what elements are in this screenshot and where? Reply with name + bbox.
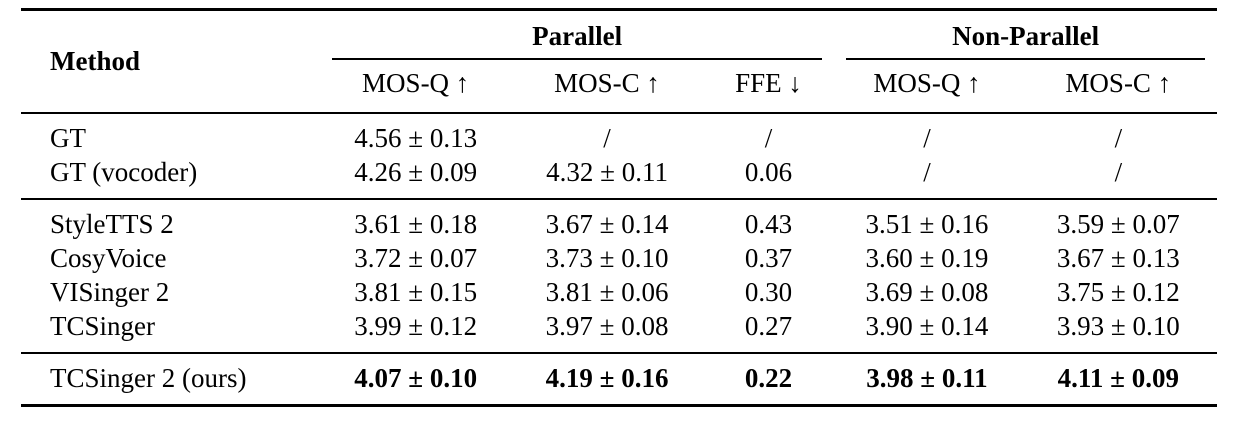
- table-header: Method Parallel Non-Parallel MOS-Q ↑ MOS…: [21, 10, 1217, 113]
- section-ground-truth: GT 4.56 ± 0.13 / / / / GT (vocoder) 4.26…: [21, 113, 1217, 199]
- table-row-tcsinger: TCSinger 3.99 ± 0.12 3.97 ± 0.08 0.27 3.…: [21, 309, 1217, 353]
- value-cell: 4.11 ± 0.09: [1057, 362, 1179, 393]
- subheader-row: MOS-Q ↑ MOS-C ↑ FFE ↓ MOS-Q ↑ MOS-C ↑: [21, 62, 1217, 113]
- value-cell: /: [923, 156, 931, 187]
- value-cell: 3.99 ± 0.12: [354, 310, 478, 341]
- parallel-cmidrule: [332, 58, 823, 60]
- value-cell: 3.51 ± 0.16: [865, 208, 989, 239]
- method-cell: CosyVoice: [50, 242, 167, 273]
- results-table: Method Parallel Non-Parallel MOS-Q ↑ MOS…: [21, 8, 1217, 407]
- method-cell: VISinger 2: [50, 276, 170, 307]
- method-cell: GT: [50, 122, 86, 153]
- value-cell: 3.69 ± 0.08: [865, 276, 989, 307]
- value-cell: 3.67 ± 0.13: [1056, 242, 1180, 273]
- method-cell: TCSinger 2 (ours): [50, 362, 247, 393]
- value-cell: 0.22: [744, 362, 793, 393]
- table-row-gt: GT 4.56 ± 0.13 / / / /: [21, 113, 1217, 155]
- value-cell: /: [1114, 122, 1123, 153]
- value-cell: 3.72 ± 0.07: [354, 242, 478, 273]
- table-row-visinger2: VISinger 2 3.81 ± 0.15 3.81 ± 0.06 0.30 …: [21, 275, 1217, 309]
- method-column-header: Method: [50, 46, 140, 77]
- method-cell: GT (vocoder): [50, 156, 198, 187]
- table-row-styletts2: StyleTTS 2 3.61 ± 0.18 3.67 ± 0.14 0.43 …: [21, 199, 1217, 241]
- section-baselines: StyleTTS 2 3.61 ± 0.18 3.67 ± 0.14 0.43 …: [21, 198, 1217, 353]
- value-cell: /: [764, 122, 773, 153]
- value-cell: 4.26 ± 0.09: [354, 156, 478, 187]
- value-cell: 3.67 ± 0.14: [545, 208, 669, 239]
- value-cell: 3.61 ± 0.18: [354, 208, 478, 239]
- value-cell: 4.32 ± 0.11: [546, 156, 668, 187]
- method-cell: TCSinger: [50, 310, 155, 341]
- value-cell: /: [603, 122, 611, 153]
- section-ours: TCSinger 2 (ours) 4.07 ± 0.10 4.19 ± 0.1…: [21, 352, 1217, 406]
- value-cell: 0.27: [744, 310, 793, 341]
- value-cell: 3.75 ± 0.12: [1056, 276, 1180, 307]
- table-row-gt-vocoder: GT (vocoder) 4.26 ± 0.09 4.32 ± 0.11 0.0…: [21, 155, 1217, 199]
- value-cell: 3.90 ± 0.14: [865, 310, 989, 341]
- value-cell: /: [1114, 156, 1123, 187]
- value-cell: 0.43: [744, 208, 793, 239]
- value-cell: 0.06: [744, 156, 793, 187]
- value-cell: 4.07 ± 0.10: [354, 362, 478, 393]
- method-cell: StyleTTS 2: [50, 208, 174, 239]
- table-row-tcsinger2-ours: TCSinger 2 (ours) 4.07 ± 0.10 4.19 ± 0.1…: [21, 353, 1217, 406]
- group-header-nonparallel: Non-Parallel: [834, 10, 1217, 62]
- value-cell: 0.30: [744, 276, 793, 307]
- group-header-row: Method Parallel Non-Parallel: [21, 10, 1217, 76]
- group-label-parallel: Parallel: [532, 21, 623, 51]
- value-cell: 3.81 ± 0.06: [545, 276, 669, 307]
- value-cell: 4.56 ± 0.13: [354, 122, 478, 153]
- value-cell: /: [923, 122, 931, 153]
- group-label-nonparallel: Non-Parallel: [952, 21, 1100, 51]
- value-cell: 3.60 ± 0.19: [865, 242, 989, 273]
- value-cell: 3.98 ± 0.11: [866, 362, 988, 393]
- value-cell: 4.19 ± 0.16: [545, 362, 669, 393]
- value-cell: 0.37: [744, 242, 793, 273]
- column-header-mosc-nonparallel: MOS-C ↑: [1065, 67, 1172, 98]
- value-cell: 3.59 ± 0.07: [1056, 208, 1180, 239]
- column-header-ffe: FFE ↓: [735, 67, 802, 98]
- value-cell: 3.97 ± 0.08: [545, 310, 669, 341]
- column-header-mosq-nonparallel: MOS-Q ↑: [873, 67, 981, 98]
- value-cell: 3.73 ± 0.10: [545, 242, 669, 273]
- table-row-cosyvoice: CosyVoice 3.72 ± 0.07 3.73 ± 0.10 0.37 3…: [21, 241, 1217, 275]
- column-header-mosc-parallel: MOS-C ↑: [554, 67, 660, 98]
- nonparallel-cmidrule: [846, 58, 1205, 60]
- value-cell: 3.93 ± 0.10: [1056, 310, 1180, 341]
- group-header-parallel: Parallel: [320, 10, 834, 62]
- column-header-mosq-parallel: MOS-Q ↑: [362, 67, 470, 98]
- value-cell: 3.81 ± 0.15: [354, 276, 478, 307]
